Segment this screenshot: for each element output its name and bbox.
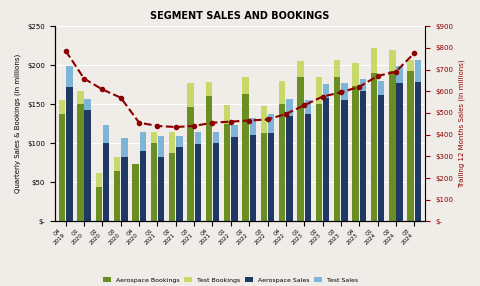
Bar — [231, 137, 238, 221]
Bar — [121, 157, 128, 221]
Bar — [316, 104, 322, 221]
Bar — [224, 105, 230, 124]
Bar — [279, 81, 286, 104]
Bar — [378, 95, 384, 221]
Bar — [77, 91, 84, 104]
Bar — [121, 138, 128, 157]
Bar — [194, 144, 201, 221]
Bar — [231, 125, 238, 137]
Bar — [334, 77, 340, 221]
Bar — [140, 151, 146, 221]
Bar — [408, 72, 414, 221]
Bar — [77, 104, 84, 221]
Bar — [371, 73, 377, 221]
Bar — [169, 132, 176, 154]
Bar — [84, 99, 91, 110]
Bar — [103, 125, 109, 142]
Bar — [96, 187, 102, 221]
Title: SEGMENT SALES AND BOOKINGS: SEGMENT SALES AND BOOKINGS — [0, 285, 1, 286]
Bar — [268, 114, 274, 133]
Bar — [169, 154, 176, 221]
Bar — [334, 60, 340, 77]
Legend: Aerospace Bookings, Test Bookings, Aerospace Sales, Test Sales: Aerospace Bookings, Test Bookings, Aeros… — [103, 277, 358, 283]
Bar — [132, 164, 139, 221]
Bar — [396, 66, 403, 83]
Bar — [66, 87, 72, 221]
Bar — [250, 118, 256, 135]
Bar — [268, 133, 274, 221]
Bar — [59, 100, 65, 114]
Bar — [151, 132, 157, 143]
Bar — [224, 124, 230, 221]
Bar — [389, 71, 396, 221]
Bar — [206, 96, 212, 221]
Text: SEGMENT SALES AND BOOKINGS: SEGMENT SALES AND BOOKINGS — [150, 11, 330, 21]
Bar — [84, 110, 91, 221]
Bar — [378, 81, 384, 95]
Bar — [114, 171, 120, 221]
Bar — [194, 132, 201, 144]
Bar — [213, 132, 219, 143]
Bar — [206, 82, 212, 96]
Bar — [304, 100, 311, 114]
Bar — [323, 84, 329, 98]
Bar — [114, 157, 120, 171]
Y-axis label: Trailing 12 Months Sales (in millions): Trailing 12 Months Sales (in millions) — [458, 59, 465, 188]
Bar — [242, 77, 249, 94]
Bar — [176, 136, 182, 147]
Bar — [187, 83, 194, 107]
Bar — [158, 136, 164, 157]
Bar — [158, 157, 164, 221]
Bar — [59, 114, 65, 221]
Bar — [360, 91, 366, 221]
Bar — [396, 83, 403, 221]
Bar — [352, 63, 359, 86]
Bar — [360, 79, 366, 91]
Bar — [415, 82, 421, 221]
Bar — [261, 133, 267, 221]
Bar — [415, 60, 421, 82]
Bar — [389, 49, 396, 71]
Bar — [286, 99, 293, 116]
Bar — [304, 114, 311, 221]
Bar — [213, 143, 219, 221]
Bar — [408, 60, 414, 72]
Bar — [187, 107, 194, 221]
Bar — [298, 61, 304, 77]
Bar — [298, 77, 304, 221]
Bar — [316, 77, 322, 104]
Bar — [341, 100, 348, 221]
Y-axis label: Quarterly Sales & Bookings (in millions): Quarterly Sales & Bookings (in millions) — [15, 54, 22, 193]
Bar — [151, 143, 157, 221]
Bar — [352, 86, 359, 221]
Bar — [103, 142, 109, 221]
Bar — [341, 83, 348, 100]
Bar — [371, 48, 377, 73]
Bar — [323, 98, 329, 221]
Bar — [140, 132, 146, 151]
Bar — [286, 116, 293, 221]
Bar — [250, 135, 256, 221]
Bar — [261, 106, 267, 133]
Bar — [66, 66, 72, 87]
Bar — [96, 173, 102, 187]
Bar — [242, 94, 249, 221]
Bar — [176, 147, 182, 221]
Bar — [279, 104, 286, 221]
